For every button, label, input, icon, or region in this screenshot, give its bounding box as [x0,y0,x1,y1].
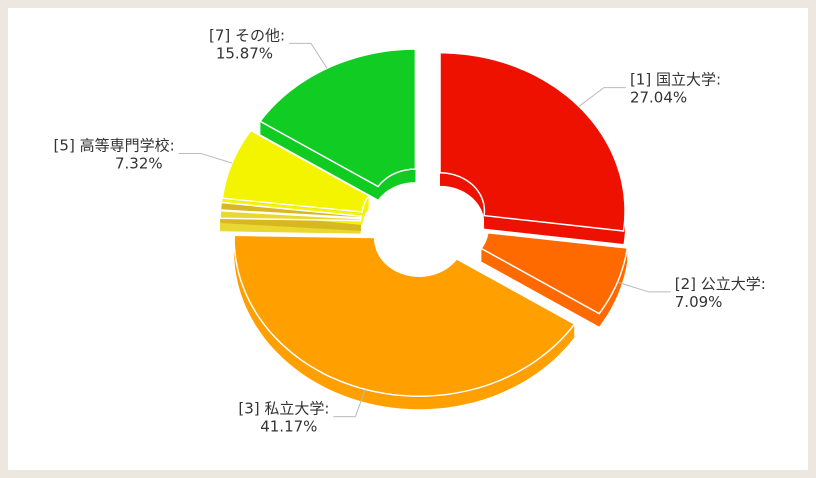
leader-line [178,152,233,164]
slice-label: [2] 公立大学: [675,275,766,293]
leader-line [617,281,671,293]
slice-label: [7] その他: [209,26,285,44]
slice [219,201,362,219]
slice-value-label: 7.32% [115,154,163,172]
slice [233,234,576,398]
slice-value-label: 15.87% [216,44,273,62]
slice [221,129,371,213]
slice-label: [1] 国立大学: [630,71,721,89]
slice [479,231,629,315]
slice-value-label: 41.17% [260,418,317,436]
leader-line [289,42,328,69]
slice-label: [3] 私立大学: [238,400,329,418]
slice [439,52,626,232]
leader-line [333,389,366,418]
slice [219,210,362,222]
slice-label: [5] 高等専門学校: [54,136,175,154]
slice-value-label: 27.04% [630,89,687,107]
slice [258,48,417,188]
slice-value-label: 7.09% [675,293,723,311]
leader-line [578,87,626,107]
